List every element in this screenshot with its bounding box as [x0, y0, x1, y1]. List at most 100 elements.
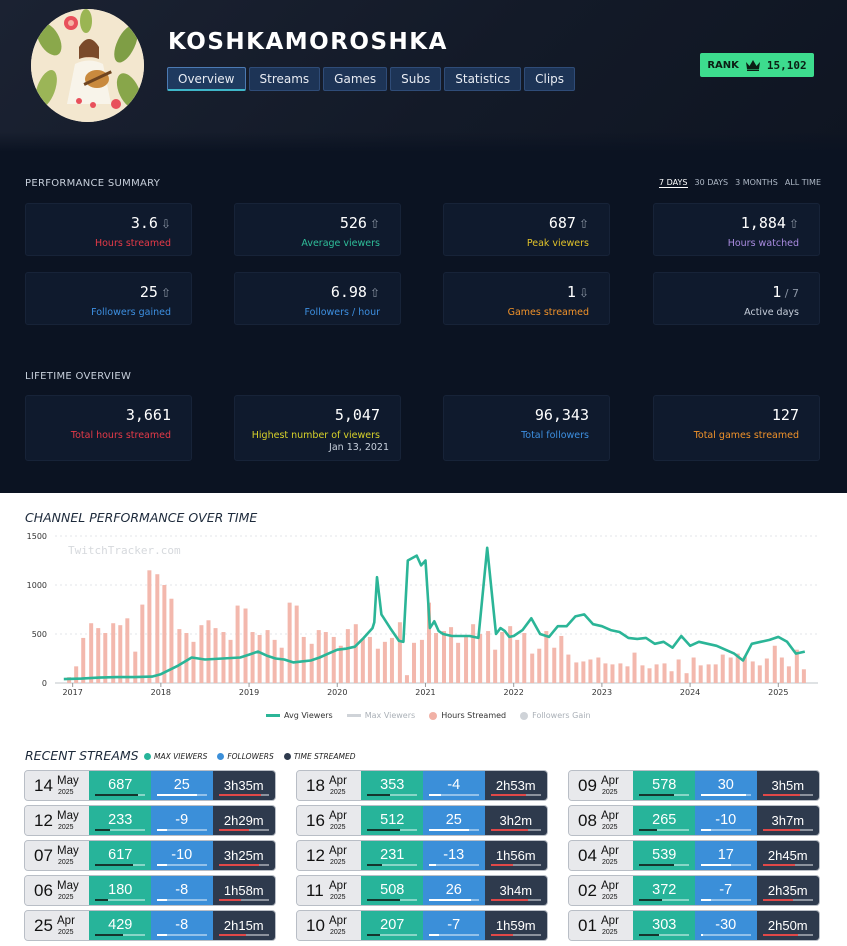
recent-legend-item: MAX VIEWERS	[144, 752, 207, 761]
legend-item[interactable]: Max Viewers	[346, 711, 415, 720]
max-viewers-cell: 508	[361, 876, 423, 905]
followers-cell: -30	[695, 911, 757, 940]
period-3-months[interactable]: 3 MONTHS	[735, 178, 778, 187]
stream-year: 2025	[602, 894, 618, 901]
avatar[interactable]	[31, 9, 144, 122]
max-viewers-cell-value: 512	[380, 812, 405, 828]
time-streamed-cell-value: 2h15m	[223, 918, 264, 933]
progress-bar	[95, 829, 145, 831]
stream-year: 2025	[58, 859, 74, 866]
hours-bar	[250, 632, 255, 683]
progress-fill	[218, 864, 259, 866]
stream-date: 12 May 2025	[25, 806, 90, 835]
legend-item[interactable]: Avg Viewers	[266, 711, 333, 720]
performance-card: 526 ⇧ Average viewers	[234, 203, 401, 256]
performance-value-text: 25	[139, 283, 158, 301]
performance-chart: 0 500 1000 1500 TwitchTracker.com 2017 2018 201…	[27, 532, 818, 697]
followers-cell: -8	[151, 876, 213, 905]
followers-cell-value: 17	[717, 847, 734, 863]
stream-year: 2025	[58, 929, 74, 936]
followers-cell-value: -10	[171, 847, 193, 863]
performance-value: 1 / 7	[772, 283, 799, 301]
hours-bar	[464, 636, 469, 683]
followers-cell: -10	[695, 806, 757, 835]
stream-month: Apr	[57, 915, 75, 927]
stream-day: 14	[34, 776, 53, 795]
y-tick-label: 500	[32, 630, 47, 639]
hours-bar	[338, 645, 343, 683]
lifetime-value: 127	[772, 406, 799, 424]
x-tick-label: 2024	[680, 688, 700, 697]
stream-row[interactable]: 11 Apr 2025 508 26 3h4m	[296, 875, 548, 906]
stream-date: 14 May 2025	[25, 771, 90, 800]
tab-statistics[interactable]: Statistics	[444, 67, 522, 91]
tab-overview[interactable]: Overview	[167, 67, 246, 91]
period-30-days[interactable]: 30 DAYS	[694, 178, 729, 187]
stream-row[interactable]: 06 May 2025 180 -8 1h58m	[24, 875, 276, 906]
progress-fill	[218, 829, 249, 831]
performance-value-text: 6.98	[330, 283, 367, 301]
stream-row[interactable]: 10 Apr 2025 207 -7 1h59m	[296, 910, 548, 941]
progress-bar	[490, 864, 542, 866]
progress-bar	[429, 934, 479, 936]
tab-streams[interactable]: Streams	[248, 67, 321, 91]
rank-value: 15,102	[766, 58, 807, 72]
progress-bar	[157, 794, 207, 796]
progress-bar	[701, 864, 751, 866]
followers-cell: 26	[423, 876, 485, 905]
period-7-days[interactable]: 7 DAYS	[659, 178, 688, 188]
hours-bar	[676, 659, 681, 683]
hours-bar	[155, 574, 160, 683]
stream-year: 2025	[602, 929, 618, 936]
hours-bar	[206, 620, 211, 683]
progress-fill	[762, 864, 796, 866]
tab-games[interactable]: Games	[323, 67, 388, 91]
rank-badge[interactable]: RANK 15,102	[700, 53, 814, 77]
stream-row[interactable]: 14 May 2025 687 25 3h35m	[24, 770, 276, 801]
stream-row[interactable]: 12 May 2025 233 -9 2h29m	[24, 805, 276, 836]
legend-item[interactable]: Followers Gain	[520, 711, 591, 720]
hours-bar	[184, 633, 189, 683]
progress-bar	[490, 794, 542, 796]
hours-bar	[566, 654, 571, 683]
stream-row[interactable]: 12 Apr 2025 231 -13 1h56m	[296, 840, 548, 871]
x-tick-label: 2023	[592, 688, 612, 697]
hours-bar	[287, 602, 292, 683]
lifetime-label: Highest number of viewers	[251, 430, 380, 441]
legend-item[interactable]: Hours Streamed	[429, 711, 506, 720]
stream-year: 2025	[602, 789, 618, 796]
followers-cell-value: 30	[717, 777, 734, 793]
stream-row[interactable]: 02 Apr 2025 372 -7 2h35m	[568, 875, 820, 906]
stream-month: Apr	[329, 880, 347, 892]
x-tick-label: 2019	[239, 688, 259, 697]
hours-bar	[537, 648, 542, 683]
max-viewers-cell-value: 508	[380, 882, 405, 898]
period-all-time[interactable]: ALL TIME	[784, 178, 821, 187]
hours-bar	[596, 657, 601, 683]
stream-row[interactable]: 04 Apr 2025 539 17 2h45m	[568, 840, 820, 871]
stream-row[interactable]: 08 Apr 2025 265 -10 3h7m	[568, 805, 820, 836]
hours-bar	[691, 657, 696, 683]
performance-card: 25 ⇧ Followers gained	[25, 272, 192, 325]
stream-row[interactable]: 25 Apr 2025 429 -8 2h15m	[24, 910, 276, 941]
stream-row[interactable]: 09 Apr 2025 578 30 3h5m	[568, 770, 820, 801]
hours-bar	[486, 631, 491, 683]
stream-row[interactable]: 01 Apr 2025 303 -30 2h50m	[568, 910, 820, 941]
lifetime-value: 96,343	[535, 406, 589, 424]
trend-up-icon: ⇧	[578, 217, 589, 231]
stream-row[interactable]: 16 Apr 2025 512 25 3h2m	[296, 805, 548, 836]
stream-row[interactable]: 07 May 2025 617 -10 3h25m	[24, 840, 276, 871]
x-tick-label: 2025	[768, 688, 788, 697]
time-streamed-cell: 3h35m	[212, 771, 275, 800]
stream-date: 07 May 2025	[25, 841, 90, 870]
x-tick-label: 2020	[327, 688, 347, 697]
stream-row[interactable]: 18 Apr 2025 353 -4 2h53m	[296, 770, 548, 801]
hours-bar	[618, 663, 623, 683]
tab-clips[interactable]: Clips	[524, 67, 576, 91]
hours-bar	[213, 628, 218, 683]
chart-legend: Avg Viewers Max Viewers Hours Streamed Foll…	[266, 711, 591, 720]
performance-label: Hours watched	[727, 238, 799, 249]
progress-fill	[218, 794, 262, 796]
tab-subs[interactable]: Subs	[390, 67, 442, 91]
progress-bar	[367, 864, 417, 866]
